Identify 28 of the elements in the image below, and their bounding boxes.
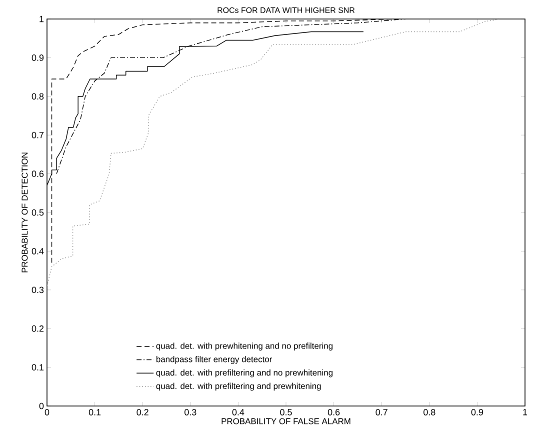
x-tick-label: 0.6 (328, 409, 340, 416)
y-axis-title: PROBABILITY OF DETECTION (22, 152, 28, 272)
y-tick-label: 0.7 (32, 132, 44, 138)
legend-label: bandpass filter energy detector (156, 356, 272, 364)
x-tick-label: 0.3 (184, 409, 196, 416)
y-tick-label: 0 (39, 402, 44, 410)
x-axis-title: PROBABILITY OF FALSE ALARM (222, 418, 350, 424)
y-tick-label: 0.4 (32, 248, 44, 254)
legend-label: quad. det. with prefiltering and no prewhitening (156, 369, 333, 378)
y-tick-label: 0.3 (32, 286, 44, 294)
y-tick-label: 0.2 (32, 325, 44, 332)
y-tick-label: 1 (40, 16, 44, 22)
y-tick-label: 0.9 (32, 54, 44, 61)
x-tick-label: 0.2 (136, 409, 148, 416)
y-tick-label: 0.5 (32, 209, 44, 216)
x-tick-label: 0.4 (232, 409, 244, 416)
x-tick-label: 0.5 (280, 409, 292, 416)
legend-label: quad. det. with prewhitening and no prefiltering (156, 342, 333, 351)
x-tick-label: 0.1 (88, 409, 101, 416)
y-tick-label: 0.6 (32, 170, 44, 177)
x-tick-label: 1 (523, 409, 528, 416)
y-tick-label: 0.8 (32, 93, 44, 100)
x-tick-label: 0 (44, 409, 50, 416)
x-tick-label: 0.8 (424, 409, 436, 416)
y-tick-label: 0.1 (32, 364, 44, 370)
legend-label: quad. det. with prefiltering and prewhitening (156, 382, 321, 391)
x-tick-label: 0.9 (471, 409, 484, 416)
x-tick-label: 0.7 (376, 409, 388, 416)
